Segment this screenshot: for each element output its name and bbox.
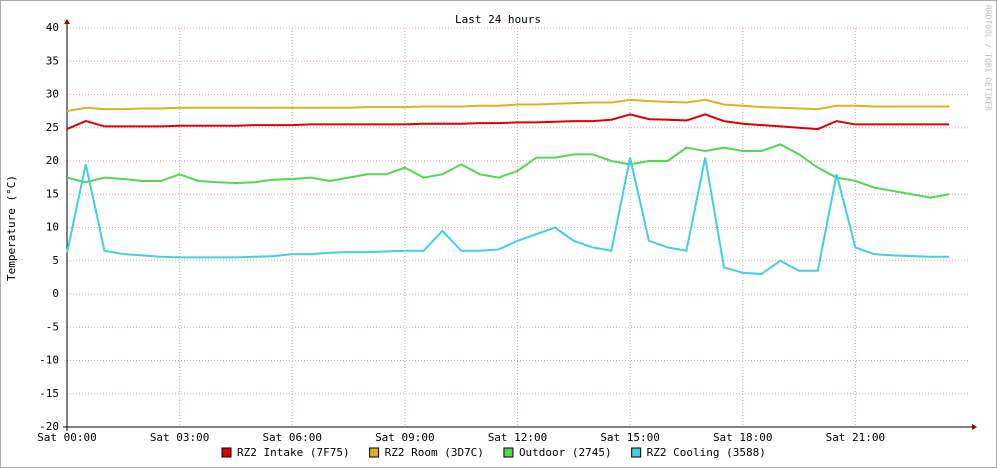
axis-arrow xyxy=(972,424,977,430)
legend-swatch xyxy=(503,447,514,458)
x-tick-label: Sat 21:00 xyxy=(826,431,886,444)
legend-swatch xyxy=(631,447,642,458)
x-tick-label: Sat 03:00 xyxy=(150,431,210,444)
series-line xyxy=(66,143,950,199)
y-tick-label: -20 xyxy=(39,420,59,433)
x-tick-label: Sat 12:00 xyxy=(488,431,548,444)
y-tick-label: 5 xyxy=(52,254,59,267)
legend-label: Outdoor (2745) xyxy=(519,446,612,459)
y-tick-label: 15 xyxy=(46,187,59,200)
legend-label: RZ2 Intake (7F75) xyxy=(237,446,350,459)
y-tick-label: 35 xyxy=(46,54,59,67)
x-tick-label: Sat 06:00 xyxy=(262,431,322,444)
x-tick-label: Sat 00:00 xyxy=(37,431,97,444)
y-tick-label: 40 xyxy=(46,21,59,34)
y-tick-label: 20 xyxy=(46,154,59,167)
y-tick-label: 30 xyxy=(46,88,59,101)
axis-arrow xyxy=(64,19,70,24)
y-axis-label: Temperature (°C) xyxy=(5,175,18,281)
y-tick-label: -10 xyxy=(39,354,59,367)
y-tick-label: -15 xyxy=(39,387,59,400)
legend-label: RZ2 Cooling (3588) xyxy=(647,446,766,459)
series-line xyxy=(66,157,950,276)
y-tick-label: -5 xyxy=(46,320,59,333)
series-line xyxy=(66,113,950,131)
legend-label: RZ2 Room (3D7C) xyxy=(385,446,484,459)
series-line xyxy=(66,98,950,113)
y-tick-label: 10 xyxy=(46,221,59,234)
x-tick-label: Sat 09:00 xyxy=(375,431,435,444)
x-tick-label: Sat 15:00 xyxy=(600,431,660,444)
legend-swatch xyxy=(369,447,380,458)
legend-swatch xyxy=(221,447,232,458)
x-tick-label: Sat 18:00 xyxy=(713,431,773,444)
chart-title: Last 24 hours xyxy=(455,13,541,26)
y-tick-label: 25 xyxy=(46,121,59,134)
y-tick-label: 0 xyxy=(52,287,59,300)
watermark: RRDTOOL / TOBI OETIKER xyxy=(984,5,993,111)
